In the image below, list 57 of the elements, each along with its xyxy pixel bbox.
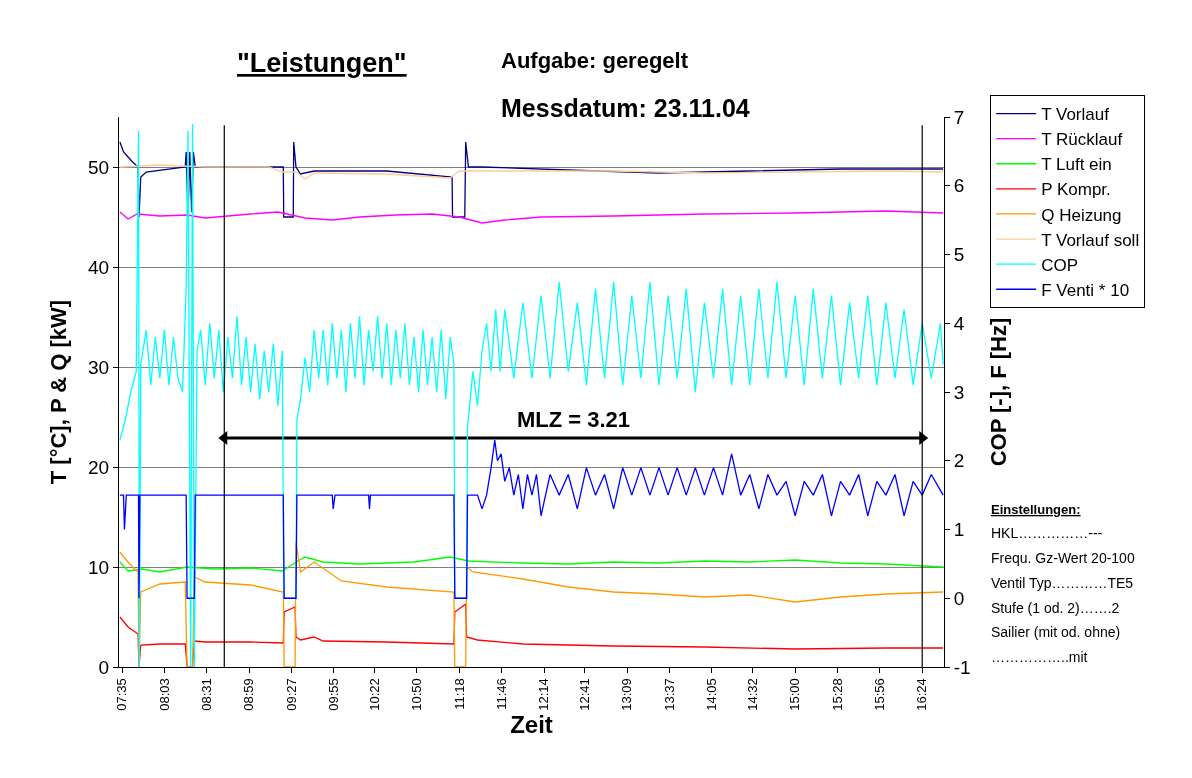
legend-label: T Luft ein — [1041, 155, 1112, 175]
x-tick-label: 10:50 — [409, 678, 425, 711]
x-tick-label: 15:56 — [872, 678, 888, 711]
legend-label: COP — [1041, 255, 1079, 275]
y2-axis-title: COP [-], F [Hz] — [985, 317, 1011, 467]
chart-subtitle: Aufgabe: geregelt — [501, 48, 689, 73]
legend-label: T Vorlauf — [1041, 105, 1110, 125]
legend-label: Q Heizung — [1041, 205, 1122, 225]
y2-tick-label: 4 — [953, 312, 965, 334]
annotation: Messdatum: 23.11.04 — [501, 94, 750, 122]
x-tick-label: 11:46 — [493, 678, 509, 710]
x-tick-label: 13:09 — [619, 678, 635, 711]
y2-tick-label: 1 — [953, 519, 965, 541]
text: HKL……………--- — [991, 525, 1103, 541]
y2-tick-label: 6 — [953, 175, 965, 197]
text: Stufe (1 od. 2)…….2 — [991, 600, 1120, 616]
x-tick-label: 14:05 — [704, 678, 720, 711]
x-tick-label: 15:00 — [787, 678, 803, 711]
x-tick-label: 15:28 — [829, 678, 845, 711]
text: Frequ. Gz-Wert 20-100 — [991, 550, 1135, 566]
y-tick-label: 40 — [88, 256, 110, 278]
y2-tick-label: -1 — [953, 656, 971, 678]
x-tick-label: 14:32 — [745, 678, 761, 711]
y-tick-label: 20 — [88, 456, 110, 478]
y-tick-label: 30 — [88, 356, 110, 378]
x-tick-label: 12:41 — [577, 678, 593, 711]
x-tick-label: 07:35 — [114, 678, 130, 711]
y2-tick-label: 0 — [953, 587, 965, 609]
y2-tick-label: 2 — [953, 450, 965, 472]
x-tick-label: 11:18 — [451, 678, 467, 710]
text: Sailier (mit od. ohne) — [991, 624, 1121, 640]
x-tick-label: 10:22 — [366, 678, 382, 711]
x-tick-label: 09:55 — [326, 678, 342, 711]
text: Einstellungen: — [991, 502, 1081, 517]
y-tick-label: 10 — [88, 556, 110, 578]
x-tick-label: 08:03 — [156, 678, 172, 711]
x-tick-label: 09:27 — [283, 678, 299, 711]
text: ……………..mit — [991, 649, 1088, 665]
x-tick-label: 13:37 — [661, 678, 677, 711]
legend-label: F Venti * 10 — [1041, 280, 1130, 300]
y2-tick-label: 3 — [953, 381, 965, 403]
y-axis-title: T [°C], P & Q [kW] — [45, 299, 71, 485]
text: Ventil Typ…………TE5 — [991, 575, 1134, 591]
y2-tick-label: 7 — [953, 106, 965, 128]
x-tick-label: 16:24 — [914, 678, 930, 711]
y-tick-label: 50 — [88, 156, 110, 178]
x-tick-label: 12:14 — [536, 678, 552, 711]
x-tick-label: 08:31 — [198, 678, 214, 711]
y-tick-label: 0 — [98, 656, 110, 678]
x-axis-title: Zeit — [510, 710, 553, 738]
chart-title: "Leistungen" — [237, 48, 407, 78]
legend-label: T Rücklauf — [1041, 130, 1123, 150]
y2-tick-label: 5 — [953, 244, 965, 266]
legend-label: P Kompr. — [1041, 180, 1111, 200]
x-tick-label: 08:59 — [241, 678, 257, 711]
legend-label: T Vorlauf soll — [1041, 230, 1140, 250]
series-label: MLZ = 3.21 — [517, 407, 631, 432]
